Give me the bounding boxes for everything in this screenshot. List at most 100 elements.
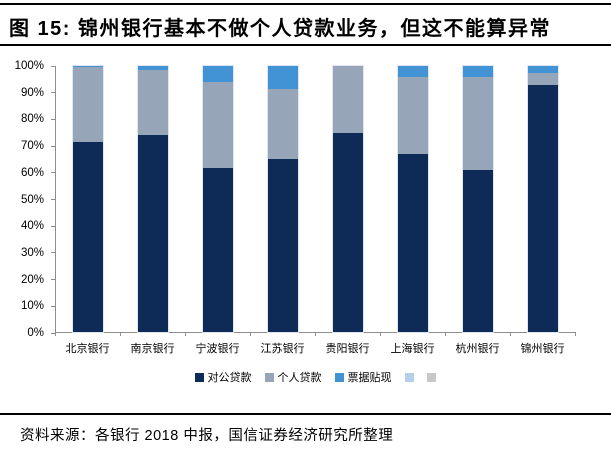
legend-item: 对公贷款 [194, 369, 252, 385]
source-note: 资料来源：各银行 2018 中报，国信证券经济研究所整理 [20, 428, 394, 444]
x-axis-label: 锦州银行 [520, 343, 565, 355]
footer-divider [0, 413, 611, 415]
legend-label: 对公贷款 [207, 372, 252, 384]
bar-segment-票据贴现 [462, 66, 493, 77]
y-tick-label: 80% [20, 113, 44, 126]
legend-item: 个人贷款 [264, 369, 322, 385]
x-tick-mark [445, 332, 446, 336]
bar-segment-个人贷款 [73, 67, 104, 142]
y-tick-mark [51, 279, 55, 281]
bar-slot [186, 65, 251, 333]
top-divider [0, 3, 611, 5]
y-tick-label: 40% [20, 220, 44, 233]
bar-segment-票据贴现 [203, 66, 234, 82]
bar-slot [510, 65, 575, 333]
y-tick-label: 100% [14, 60, 44, 72]
x-axis-label: 杭州银行 [455, 343, 500, 355]
bar-segment-个人贷款 [527, 72, 558, 85]
bar-slot [316, 65, 381, 333]
x-tick-mark [185, 332, 186, 336]
stacked-bar-锦州银行 [526, 65, 559, 333]
x-axis-label: 宁波银行 [195, 343, 240, 355]
y-axis: 0% 10% 20% 30% 40% 50% 60% 70% 80% 90% 100% [0, 60, 55, 339]
y-tick-label: 30% [20, 246, 44, 259]
x-tick-mark [380, 332, 381, 336]
legend-swatch-icon [404, 372, 414, 382]
legend-item: 票据贴现 [334, 369, 392, 385]
x-tick-mark [55, 332, 56, 336]
x-axis-label: 南京银行 [130, 343, 175, 355]
stacked-bar-南京银行 [137, 65, 170, 333]
stacked-bar-宁波银行 [202, 65, 235, 333]
bar-segment-对公贷款 [462, 169, 493, 332]
y-tick-mark [51, 225, 55, 227]
x-axis-label: 上海银行 [390, 343, 435, 355]
x-tick-mark [575, 332, 576, 336]
bar-segment-对公贷款 [332, 132, 363, 332]
bar-slot [251, 65, 316, 333]
y-tick-mark [51, 172, 55, 174]
bar-segment-票据贴现 [527, 66, 558, 73]
stacked-bar-江苏银行 [267, 65, 300, 333]
y-tick-label: 50% [20, 193, 44, 206]
y-tick-label: 60% [20, 166, 44, 179]
bar-segment-对公贷款 [527, 84, 558, 332]
bar-segment-个人贷款 [332, 66, 363, 133]
y-tick-mark [51, 252, 55, 254]
bar-segment-票据贴现 [268, 66, 299, 89]
y-tick-label: 0% [27, 327, 44, 339]
legend-item [404, 372, 414, 382]
bar-slot [445, 65, 510, 333]
x-tick-mark [510, 332, 511, 336]
bar-slot [56, 65, 121, 333]
figure-title: 图 15: 锦州银行基本不做个人贷款业务，但这不能算异常 [9, 18, 552, 40]
bar-slot [121, 65, 186, 333]
x-axis-label: 江苏银行 [260, 343, 305, 355]
bar-segment-个人贷款 [268, 88, 299, 160]
x-tick-mark [120, 332, 121, 336]
legend-label: 个人贷款 [277, 372, 322, 384]
legend-swatch-icon [194, 372, 204, 382]
bar-segment-对公贷款 [203, 168, 234, 332]
bar-segment-票据贴现 [397, 66, 428, 77]
legend-swatch-icon [426, 372, 436, 382]
x-axis-label: 贵阳银行 [325, 343, 370, 355]
stacked-bar-北京银行 [72, 65, 105, 333]
bar-segment-个人贷款 [462, 76, 493, 170]
y-tick-mark [51, 118, 55, 120]
legend-swatch-icon [334, 372, 344, 382]
x-ticks [55, 332, 576, 337]
bar-segment-个人贷款 [397, 76, 428, 154]
stacked-bar-贵阳银行 [331, 65, 364, 333]
bar-segment-对公贷款 [268, 159, 299, 332]
bar-segment-个人贷款 [203, 81, 234, 169]
y-tick-label: 90% [20, 86, 44, 99]
bar-segment-票据贴现 [73, 66, 104, 68]
y-tick-label: 20% [20, 273, 44, 286]
legend-item [426, 372, 436, 382]
bar-segment-票据贴现 [138, 66, 169, 71]
bar-segment-对公贷款 [73, 141, 104, 332]
y-tick-label: 70% [20, 140, 44, 153]
y-tick-mark [51, 305, 55, 307]
x-tick-mark [250, 332, 251, 336]
plot-area [55, 65, 576, 336]
legend: 对公贷款 个人贷款 票据贴现 [55, 369, 575, 385]
y-tick-mark [51, 199, 55, 200]
y-tick-mark [51, 145, 55, 147]
y-tick-mark [51, 92, 55, 94]
legend-swatch-icon [264, 372, 274, 382]
bar-segment-个人贷款 [138, 70, 169, 136]
legend-label: 票据贴现 [347, 372, 392, 384]
stacked-bar-上海银行 [396, 65, 429, 333]
bar-slot [380, 65, 445, 333]
y-tick-mark [51, 65, 55, 67]
y-tick-mark [51, 332, 55, 334]
bars [56, 65, 575, 333]
y-tick-label: 10% [20, 300, 44, 313]
bar-segment-对公贷款 [138, 135, 169, 332]
stacked-bar-杭州银行 [461, 65, 494, 333]
x-tick-mark [315, 332, 316, 336]
x-axis-labels: 北京银行 南京银行 宁波银行 江苏银行 贵阳银行 上海银行 杭州银行 锦州银行 [55, 340, 575, 356]
bar-segment-对公贷款 [397, 153, 428, 332]
